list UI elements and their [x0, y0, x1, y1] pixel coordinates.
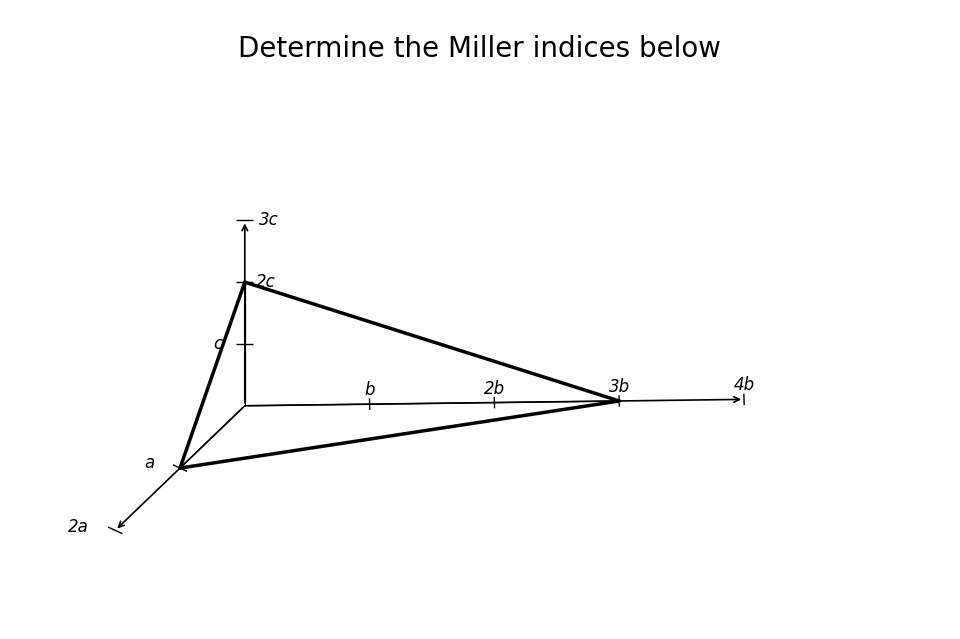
Text: 2a: 2a	[68, 518, 89, 535]
Text: 3b: 3b	[609, 378, 630, 396]
Text: b: b	[365, 381, 374, 399]
Text: 4b: 4b	[733, 376, 755, 394]
Text: 3c: 3c	[259, 212, 278, 229]
Text: 2c: 2c	[256, 273, 276, 291]
Text: 2b: 2b	[484, 380, 505, 397]
Text: Determine the Miller indices below: Determine the Miller indices below	[238, 35, 722, 63]
Text: a: a	[144, 454, 155, 472]
Text: c: c	[213, 335, 223, 353]
